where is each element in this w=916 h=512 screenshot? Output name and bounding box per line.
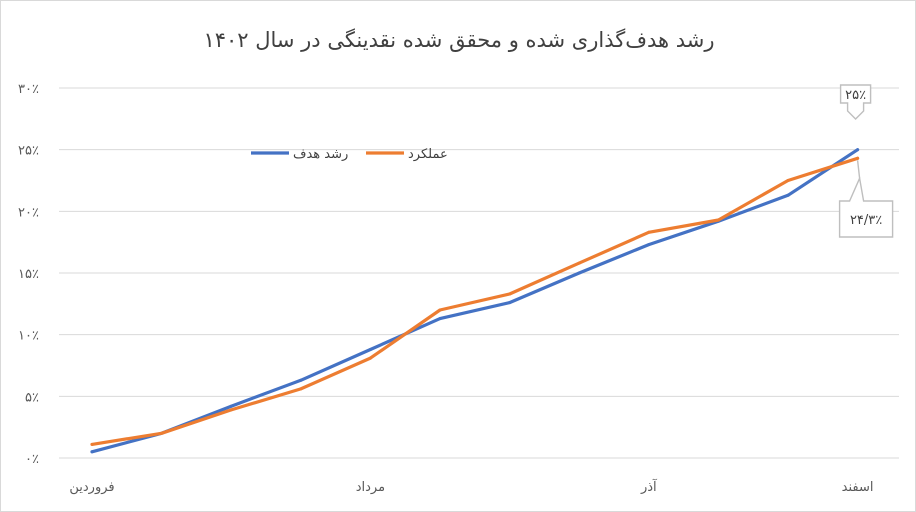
data-point xyxy=(856,148,860,152)
gridlines xyxy=(59,87,899,459)
x-tick-label: مرداد xyxy=(356,480,385,495)
y-axis-tick-labels: ۰٪ ۵٪ ۱۰٪ ۱۵٪ ۲۰٪ ۲۵٪ ۳۰٪ xyxy=(18,82,39,467)
data-point xyxy=(508,292,512,296)
legend-label-0: رشد هدف xyxy=(293,147,348,162)
data-point xyxy=(577,261,581,265)
data-point xyxy=(647,230,651,234)
data-point xyxy=(577,271,581,275)
data-point xyxy=(508,301,512,305)
data-point xyxy=(368,356,372,360)
data-point xyxy=(229,408,233,412)
data-point xyxy=(647,243,651,247)
data-point xyxy=(438,308,442,312)
data-point xyxy=(368,348,372,351)
data-point xyxy=(786,179,790,182)
x-tick-label: آذر xyxy=(640,478,658,495)
data-label-1: ۲۴/۳٪ xyxy=(850,213,882,228)
y-tick-label: ۲۵٪ xyxy=(18,144,39,159)
data-point xyxy=(786,193,790,197)
y-tick-label: ۵٪ xyxy=(25,390,39,405)
data-point xyxy=(229,404,233,408)
data-point xyxy=(856,156,860,160)
data-point xyxy=(716,218,720,222)
x-tick-label: اسفند xyxy=(842,480,874,495)
data-point xyxy=(90,450,94,454)
callout-box-0 xyxy=(839,84,872,120)
data-point xyxy=(299,378,303,382)
callout-box-1 xyxy=(838,175,894,238)
data-point xyxy=(299,387,303,391)
y-tick-label: ۱۰٪ xyxy=(18,329,39,344)
x-tick-label: فروردین xyxy=(69,480,114,495)
data-point xyxy=(160,431,164,435)
chart-title: رشد هدف‌گذاری شده و محقق شده نقدینگی در … xyxy=(203,28,714,52)
data-point xyxy=(438,317,442,321)
legend-label-1: عملکرد xyxy=(408,147,448,162)
data-label-callouts: ۲۵٪ ۲۴/۳٪ xyxy=(838,84,894,238)
data-point xyxy=(90,442,94,446)
series-lines xyxy=(90,148,860,454)
y-tick-label: ۰٪ xyxy=(25,452,39,467)
x-axis-tick-labels: فروردین مرداد آذر اسفند xyxy=(69,478,873,495)
series-line-0 xyxy=(90,148,860,454)
y-tick-label: ۱۵٪ xyxy=(18,267,39,282)
series-line-1 xyxy=(90,156,860,446)
callout-leader-1 xyxy=(856,160,861,179)
data-label-0: ۲۵٪ xyxy=(845,88,866,103)
legend: رشد هدف عملکرد xyxy=(251,147,448,162)
y-tick-label: ۳۰٪ xyxy=(18,82,39,97)
y-tick-label: ۲۰٪ xyxy=(18,205,39,220)
